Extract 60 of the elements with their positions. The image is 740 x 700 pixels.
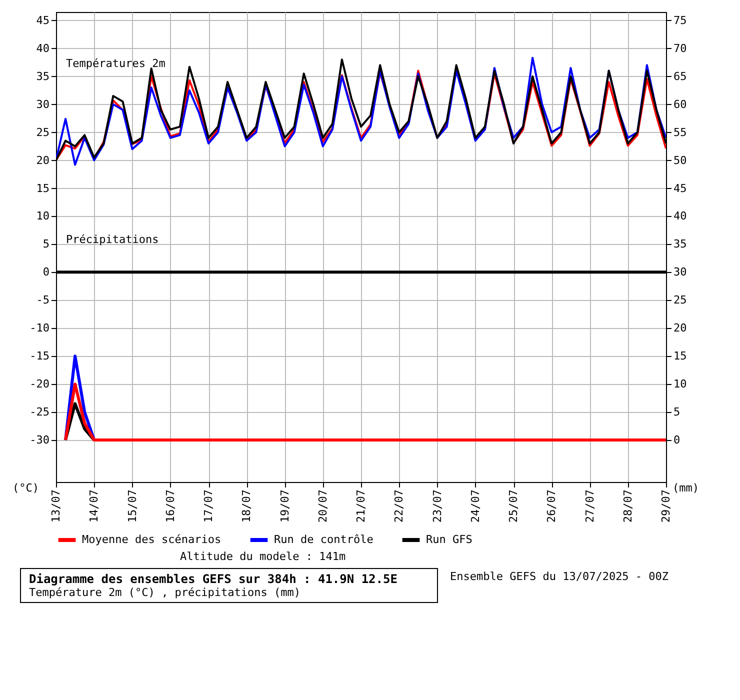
y-tick-label: 0 xyxy=(42,266,50,279)
text: Diagramme des ensembles GEFS sur 384h : 41.9N 12.5E xyxy=(29,572,398,586)
legend-label: Moyenne des scénarios xyxy=(82,533,222,546)
y2-tick-label: 65 xyxy=(674,70,687,83)
y2-tick-label: 40 xyxy=(674,210,687,223)
y-tick-label: 10 xyxy=(36,210,50,223)
x-tick-label: 15/07 xyxy=(126,490,139,523)
y-tick-label: 5 xyxy=(42,238,50,251)
text: Température 2m (°C) , précipitations (mm) xyxy=(29,586,302,599)
y-tick-label: -5 xyxy=(36,294,50,307)
y-tick-label: 15 xyxy=(36,182,50,195)
y2-tick-label: 5 xyxy=(674,406,680,419)
y-tick-label: 35 xyxy=(36,70,50,83)
y2-tick-label: 30 xyxy=(674,266,687,279)
y-tick-label: -10 xyxy=(30,322,50,335)
y2-tick-label: 60 xyxy=(674,98,687,111)
legend-label: Run de contrôle xyxy=(274,533,374,546)
y-tick-label: -25 xyxy=(30,406,50,419)
x-tick-label: 27/07 xyxy=(583,490,596,523)
y-axis-title: (°C) xyxy=(12,482,39,494)
y2-tick-label: 10 xyxy=(674,378,687,391)
y2-axis-title: (mm) xyxy=(672,482,699,494)
text: Ensemble GEFS du 13/07/2025 - 00Z xyxy=(450,570,669,583)
x-tick-label: 24/07 xyxy=(468,490,482,523)
y-tick-label: 25 xyxy=(36,126,50,139)
x-tick-label: 21/07 xyxy=(354,490,368,523)
x-tick-label: 19/07 xyxy=(278,490,292,523)
x-tick-label: 29/07 xyxy=(660,490,672,523)
x-tick-label: 13/07 xyxy=(50,490,62,523)
text: Altitude du modele : 141m xyxy=(180,550,346,563)
y2-tick-label: 15 xyxy=(674,350,687,363)
x-tick-label: 23/07 xyxy=(430,490,444,523)
x-tick-label: 16/07 xyxy=(164,490,177,523)
y-tick-label: -15 xyxy=(30,350,50,363)
x-tick-label: 26/07 xyxy=(545,490,558,523)
y-tick-label: -20 xyxy=(30,378,50,391)
x-tick-label: 25/07 xyxy=(507,490,520,523)
y-tick-label: 20 xyxy=(36,154,50,167)
annotation: Températures 2m xyxy=(66,57,166,70)
y2-tick-label: 25 xyxy=(674,294,687,307)
legend-label: Run GFS xyxy=(426,533,472,546)
y2-tick-label: 20 xyxy=(674,322,687,335)
y-tick-label: -30 xyxy=(30,434,50,447)
y2-tick-label: 50 xyxy=(674,154,687,167)
y-tick-label: 30 xyxy=(36,98,50,111)
y2-tick-label: 35 xyxy=(674,238,687,251)
y2-tick-label: 0 xyxy=(674,434,680,447)
x-tick-label: 22/07 xyxy=(392,490,406,523)
x-tick-label: 20/07 xyxy=(316,490,330,523)
y-tick-label: 45 xyxy=(36,14,50,27)
annotation: Précipitations xyxy=(66,233,159,246)
y2-tick-label: 45 xyxy=(674,182,687,195)
x-tick-label: 17/07 xyxy=(202,490,215,523)
y2-tick-label: 75 xyxy=(674,14,687,27)
x-tick-label: 14/07 xyxy=(88,490,101,523)
y-tick-label: 40 xyxy=(36,42,50,55)
x-tick-label: 18/07 xyxy=(240,490,254,523)
x-tick-label: 28/07 xyxy=(621,490,634,523)
y2-tick-label: 70 xyxy=(674,42,687,55)
y2-tick-label: 55 xyxy=(674,126,687,139)
